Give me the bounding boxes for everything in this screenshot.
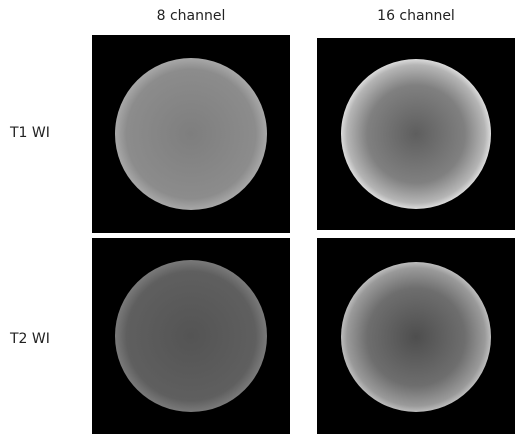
column-header: 8 channel [157, 8, 226, 24]
image-t2-8ch [92, 238, 290, 434]
figure: 8 channel 16 channel T1 WI T2 WI [0, 0, 515, 434]
row-label: T2 WI [9, 331, 50, 347]
image-t1-16ch [317, 38, 515, 230]
image-t1-8ch [92, 35, 290, 233]
image-t2-16ch [317, 238, 515, 434]
column-header: 16 channel [377, 8, 455, 24]
row-label: T1 WI [9, 125, 50, 141]
